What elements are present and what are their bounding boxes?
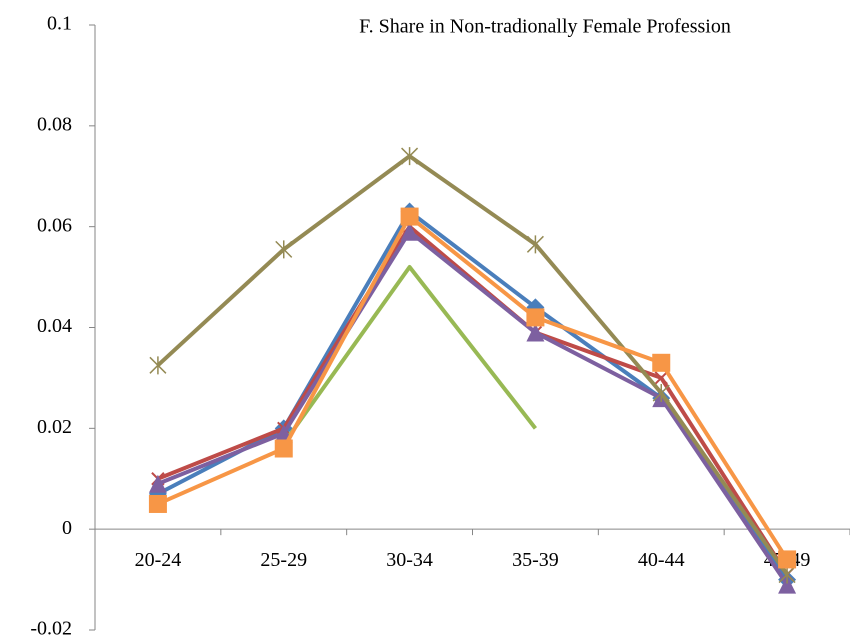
marker (401, 147, 419, 166)
marker (778, 565, 796, 584)
marker (652, 384, 670, 403)
marker (778, 575, 797, 594)
marker (652, 353, 671, 372)
y-tick-label: -0.02 (30, 618, 72, 640)
series-line (157, 229, 789, 586)
marker (400, 207, 419, 226)
marker (275, 240, 293, 259)
series-line (156, 154, 789, 576)
y-tick-label: 0.08 (37, 113, 72, 135)
x-tick-label: 35-39 (512, 549, 559, 571)
y-tick-label: 0.02 (37, 416, 72, 438)
marker (274, 439, 293, 458)
y-tick-label: 0.04 (37, 315, 72, 337)
marker (526, 308, 545, 327)
marker (526, 323, 545, 342)
marker (778, 550, 797, 569)
y-tick-label: 0.06 (37, 214, 72, 236)
marker (526, 235, 544, 254)
marker (149, 356, 167, 375)
marker (148, 494, 167, 513)
marker (400, 222, 419, 241)
series-line (157, 214, 789, 561)
y-tick-label: 0.1 (47, 13, 72, 35)
x-tick-label: 30-34 (386, 549, 433, 571)
marker (654, 371, 668, 385)
series-line (282, 265, 537, 445)
chart-title: F. Share in Non-tradionally Female Profe… (359, 16, 731, 38)
x-tick-label: 40-44 (638, 549, 685, 571)
x-tick-label: 25-29 (260, 549, 307, 571)
marker (148, 474, 167, 493)
y-tick-label: 0 (62, 517, 72, 539)
x-tick-label: 20-24 (135, 549, 182, 571)
